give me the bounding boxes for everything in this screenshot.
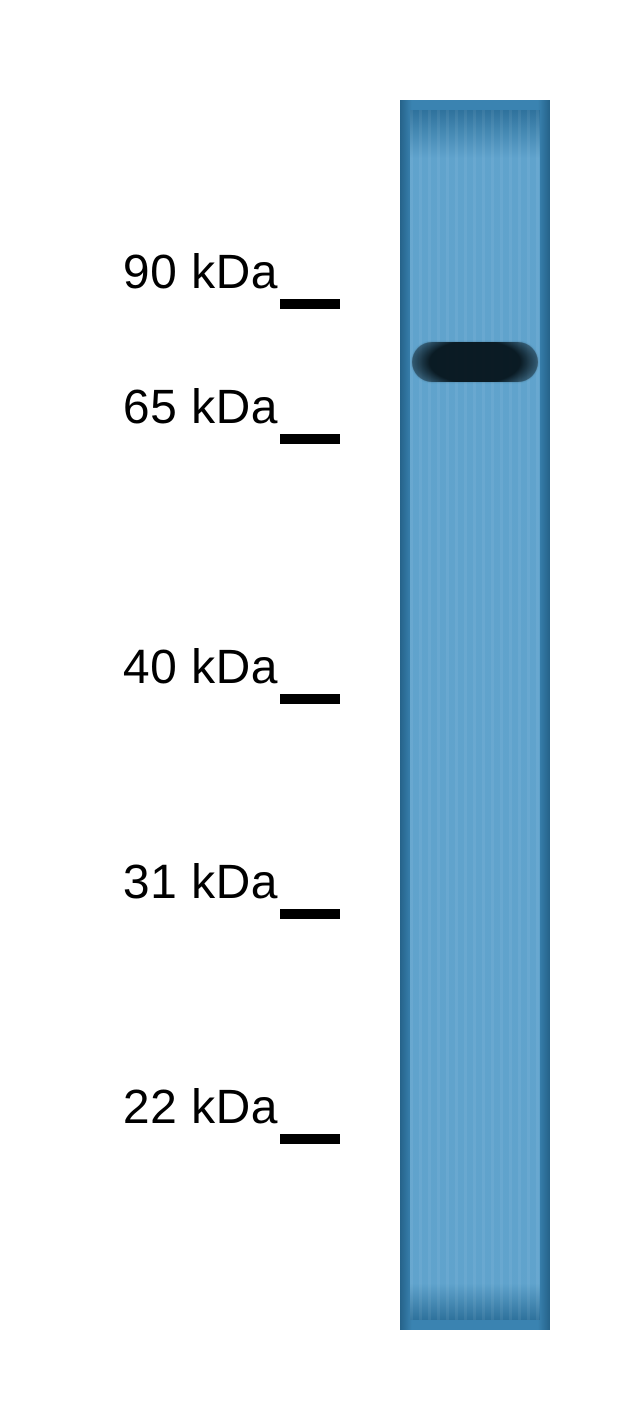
band-primary-band [412, 342, 538, 382]
lane-texture [410, 110, 540, 1320]
ladder-label: 31 kDa [123, 859, 280, 907]
ladder-tick [280, 909, 340, 919]
ladder-marker-90-kDa: 90 kDa [0, 247, 340, 309]
ladder-marker-65-kDa: 65 kDa [0, 382, 340, 444]
ladder-label: 65 kDa [123, 384, 280, 432]
ladder-label: 22 kDa [123, 1084, 280, 1132]
ladder-tick [280, 299, 340, 309]
ladder-marker-40-kDa: 40 kDa [0, 642, 340, 704]
ladder-tick [280, 694, 340, 704]
ladder-tick [280, 434, 340, 444]
ladder-tick [280, 1134, 340, 1144]
blot-canvas: 90 kDa 65 kDa 40 kDa 31 kDa 22 kDa [0, 0, 640, 1420]
ladder-label: 40 kDa [123, 644, 280, 692]
ladder-marker-31-kDa: 31 kDa [0, 857, 340, 919]
ladder-label: 90 kDa [123, 249, 280, 297]
ladder-marker-22-kDa: 22 kDa [0, 1082, 340, 1144]
